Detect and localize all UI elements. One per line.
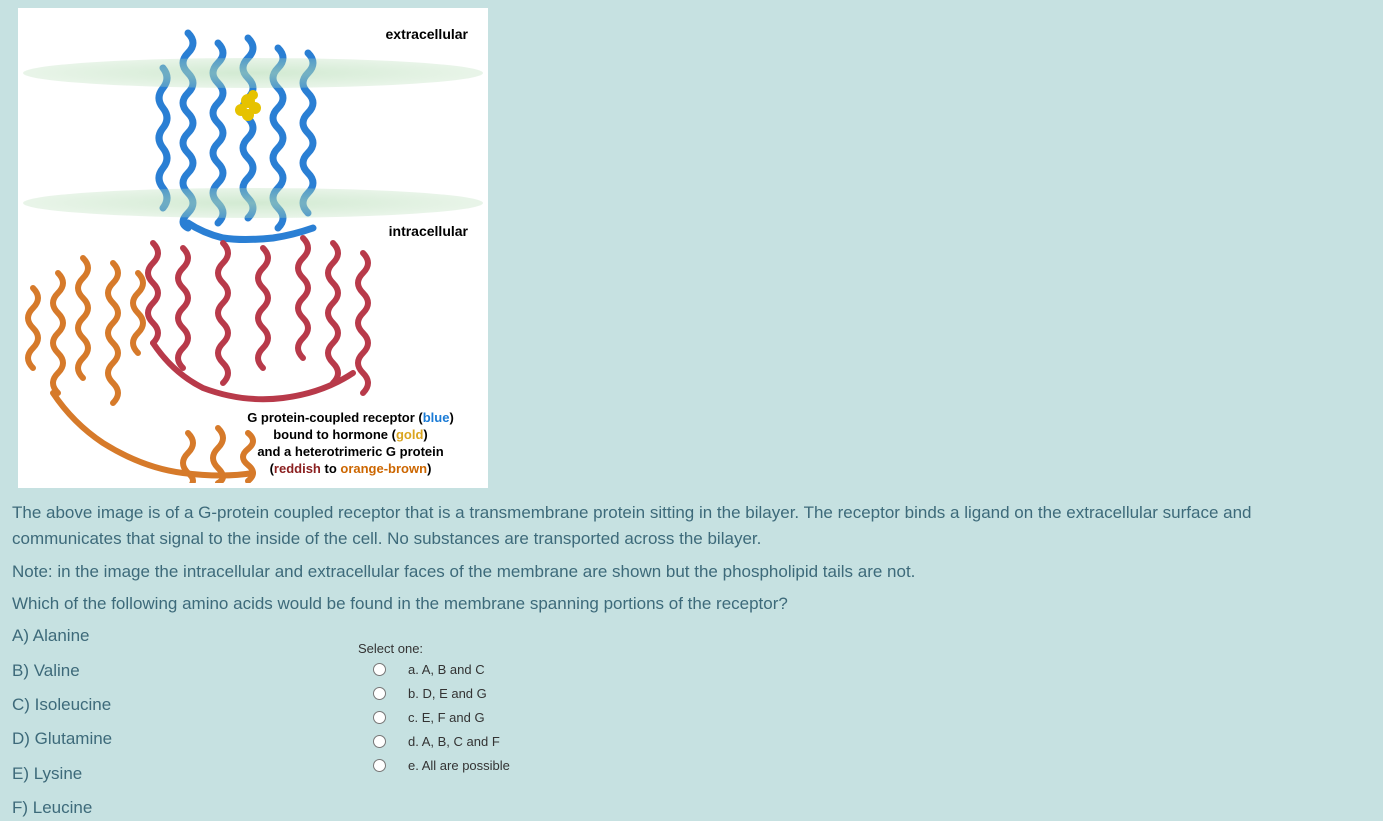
caption-text: G protein-coupled receptor ( [247,410,423,425]
amino-option-f: F) Leucine [12,795,1355,821]
answer-section: Select one: a. A, B and C b. D, E and G … [358,641,510,782]
amino-option-e: E) Lysine [12,761,1355,787]
answer-row-e: e. All are possible [358,758,510,773]
caption-text: ) [449,410,453,425]
caption-text: and a heterotrimeric G protein [257,444,443,459]
caption-text: bound to hormone ( [273,427,396,442]
caption-text: ) [427,461,431,476]
caption-orange-brown: orange-brown [340,461,427,476]
question-text: The above image is of a G-protein couple… [8,500,1375,821]
select-one-label: Select one: [358,641,510,656]
answer-radio-e[interactable] [373,759,386,772]
answer-row-c: c. E, F and G [358,710,510,725]
caption-gold: gold [396,427,423,442]
answer-radio-a[interactable] [373,663,386,676]
answer-radio-d[interactable] [373,735,386,748]
amino-option-b: B) Valine [12,658,1355,684]
protein-figure: extracellular intracellular G protein-co… [18,8,488,488]
amino-option-d: D) Glutamine [12,726,1355,752]
amino-acid-list: A) Alanine B) Valine C) Isoleucine D) Gl… [12,623,1355,821]
question-paragraph-1: The above image is of a G-protein couple… [12,500,1355,553]
answer-row-a: a. A, B and C [358,662,510,677]
question-paragraph-2: Note: in the image the intracellular and… [12,559,1355,585]
answer-row-d: d. A, B, C and F [358,734,510,749]
answer-label-e: e. All are possible [408,758,510,773]
amino-option-a: A) Alanine [12,623,1355,649]
amino-option-c: C) Isoleucine [12,692,1355,718]
answer-radio-b[interactable] [373,687,386,700]
label-extracellular: extracellular [386,26,469,42]
answer-radio-c[interactable] [373,711,386,724]
caption-text: to [321,461,341,476]
answer-label-d: d. A, B, C and F [408,734,500,749]
caption-reddish: reddish [274,461,321,476]
answer-label-b: b. D, E and G [408,686,487,701]
answer-label-c: c. E, F and G [408,710,485,725]
answer-label-a: a. A, B and C [408,662,485,677]
membrane-upper [23,58,483,88]
label-intracellular: intracellular [389,223,468,239]
caption-blue: blue [423,410,450,425]
answer-row-b: b. D, E and G [358,686,510,701]
caption-text: ) [423,427,427,442]
figure-caption: G protein-coupled receptor (blue) bound … [218,410,483,478]
membrane-lower [23,188,483,218]
question-paragraph-3: Which of the following amino acids would… [12,591,1355,617]
